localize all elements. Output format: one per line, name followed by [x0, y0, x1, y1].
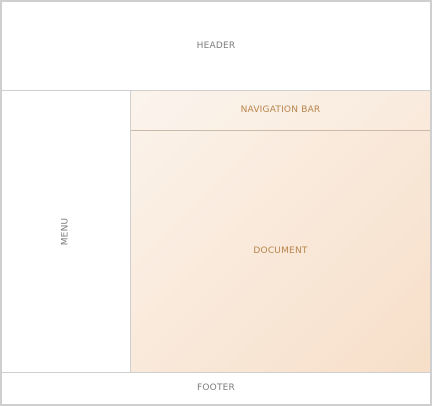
- content-area: NAVIGATION BAR DOCUMENT: [131, 91, 430, 372]
- footer-label: FOOTER: [197, 383, 235, 393]
- footer-region: FOOTER: [2, 372, 430, 404]
- header-label: HEADER: [196, 40, 236, 51]
- document-label: DOCUMENT: [253, 246, 308, 256]
- navigation-bar-region: NAVIGATION BAR: [131, 91, 430, 131]
- navigation-bar-label: NAVIGATION BAR: [240, 105, 321, 115]
- menu-region: MENU: [2, 91, 131, 372]
- document-region: DOCUMENT: [131, 131, 430, 372]
- menu-label: MENU: [60, 217, 71, 246]
- header-region: HEADER: [2, 2, 430, 91]
